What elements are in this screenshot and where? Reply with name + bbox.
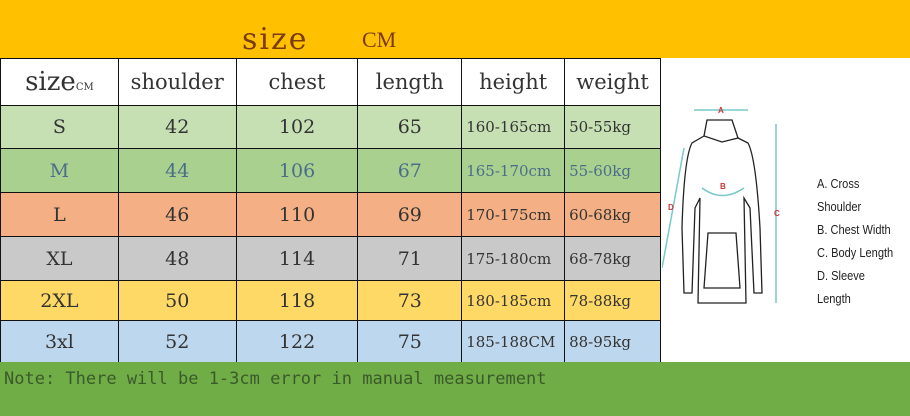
- label-d: D: [668, 203, 674, 212]
- table-row: L 46 110 69 170-175cm 60-68kg: [0, 192, 661, 237]
- cell-length: 75: [357, 320, 463, 363]
- cell-length: 73: [357, 280, 463, 321]
- header-length: length: [357, 58, 463, 106]
- cell-size: 3xl: [0, 320, 119, 363]
- cell-size: S: [0, 105, 119, 149]
- cell-size: 2XL: [0, 280, 119, 321]
- hoodie-diagram: A B C D A. Cross Shoulder B. Chest Width…: [662, 58, 910, 362]
- legend-item: C. Body Length: [817, 245, 894, 260]
- cell-height: 170-175cm: [461, 192, 566, 237]
- table-row: XL 48 114 71 175-180cm 68-78kg: [0, 236, 661, 281]
- cell-length: 67: [357, 148, 463, 193]
- note-band: Note: There will be 1-3cm error in manua…: [0, 362, 910, 416]
- cell-height: 185-188CM: [461, 320, 566, 363]
- cell-shoulder: 48: [117, 236, 237, 281]
- cell-height: 165-170cm: [461, 148, 566, 193]
- size-table: sizeCM shoulder chest length height weig…: [0, 58, 661, 363]
- table-header: sizeCM shoulder chest length height weig…: [0, 58, 661, 106]
- cell-length: 65: [357, 105, 463, 149]
- header-size: sizeCM: [0, 58, 119, 106]
- cell-weight: 68-78kg: [564, 236, 661, 281]
- cell-size: XL: [0, 236, 119, 281]
- cell-shoulder: 42: [117, 105, 237, 149]
- cell-weight: 60-68kg: [564, 192, 661, 237]
- cell-shoulder: 52: [117, 320, 237, 363]
- cell-weight: 88-95kg: [564, 320, 661, 363]
- cell-height: 175-180cm: [461, 236, 566, 281]
- hoodie-icon: A B C D: [662, 106, 780, 304]
- cell-weight: 78-88kg: [564, 280, 661, 321]
- measurement-note: Note: There will be 1-3cm error in manua…: [4, 369, 547, 389]
- table-row: 3xl 52 122 75 185-188CM 88-95kg: [0, 320, 661, 363]
- chart-unit: CM: [362, 27, 397, 52]
- legend-item: B. Chest Width: [817, 222, 891, 237]
- cell-height: 180-185cm: [461, 280, 566, 321]
- cell-chest: 106: [235, 148, 359, 193]
- cell-chest: 110: [235, 192, 359, 237]
- legend-item: D. Sleeve Length: [817, 268, 865, 306]
- label-c: C: [774, 209, 780, 218]
- header-weight: weight: [564, 58, 661, 106]
- cell-size: M: [0, 148, 119, 193]
- cell-weight: 50-55kg: [564, 105, 661, 149]
- cell-shoulder: 50: [117, 280, 237, 321]
- cell-chest: 118: [235, 280, 359, 321]
- cell-chest: 114: [235, 236, 359, 281]
- cell-shoulder: 44: [117, 148, 237, 193]
- title-band: size CM: [0, 0, 910, 58]
- header-chest: chest: [235, 58, 359, 106]
- table-row: 2XL 50 118 73 180-185cm 78-88kg: [0, 280, 661, 321]
- cell-shoulder: 46: [117, 192, 237, 237]
- cell-length: 69: [357, 192, 463, 237]
- table-row: M 44 106 67 165-170cm 55-60kg: [0, 148, 661, 193]
- cell-size: L: [0, 192, 119, 237]
- cell-height: 160-165cm: [461, 105, 566, 149]
- legend-item: A. Cross Shoulder: [817, 176, 862, 214]
- label-b: B: [720, 182, 726, 191]
- label-a: A: [718, 106, 724, 115]
- measurement-legend: A. Cross Shoulder B. Chest Width C. Body…: [817, 172, 896, 310]
- cell-chest: 122: [235, 320, 359, 363]
- cell-weight: 55-60kg: [564, 148, 661, 193]
- chart-title: size: [242, 22, 309, 57]
- header-shoulder: shoulder: [117, 58, 237, 106]
- header-height: height: [461, 58, 566, 106]
- cell-chest: 102: [235, 105, 359, 149]
- table-row: S 42 102 65 160-165cm 50-55kg: [0, 105, 661, 149]
- cell-length: 71: [357, 236, 463, 281]
